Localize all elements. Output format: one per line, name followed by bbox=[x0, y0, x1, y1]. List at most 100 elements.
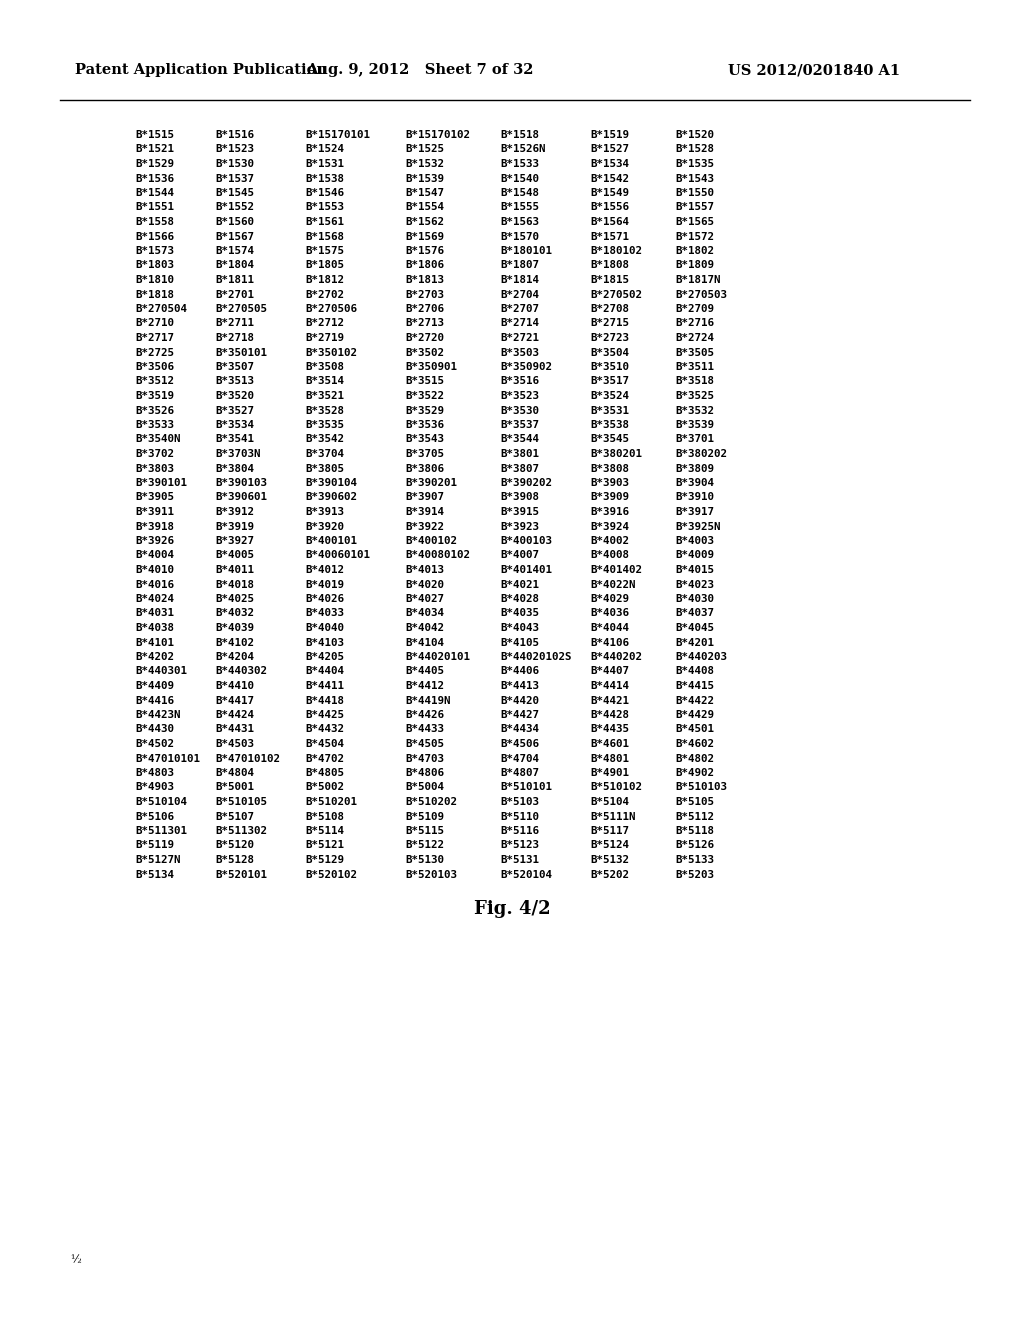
Text: B*2706: B*2706 bbox=[406, 304, 444, 314]
Text: B*510104: B*510104 bbox=[135, 797, 187, 807]
Text: B*1805: B*1805 bbox=[305, 260, 344, 271]
Text: B*3911: B*3911 bbox=[135, 507, 174, 517]
Text: B*3518: B*3518 bbox=[675, 376, 714, 387]
Text: B*4105: B*4105 bbox=[500, 638, 539, 648]
Text: B*1536: B*1536 bbox=[135, 173, 174, 183]
Text: B*350902: B*350902 bbox=[500, 362, 552, 372]
Text: B*4101: B*4101 bbox=[135, 638, 174, 648]
Text: B*3528: B*3528 bbox=[305, 405, 344, 416]
Text: B*4427: B*4427 bbox=[500, 710, 539, 719]
Text: B*4011: B*4011 bbox=[215, 565, 254, 576]
Text: B*1543: B*1543 bbox=[675, 173, 714, 183]
Text: B*1540: B*1540 bbox=[500, 173, 539, 183]
Text: B*4901: B*4901 bbox=[590, 768, 629, 777]
Text: B*3917: B*3917 bbox=[675, 507, 714, 517]
Text: B*5127N: B*5127N bbox=[135, 855, 180, 865]
Text: B*4018: B*4018 bbox=[215, 579, 254, 590]
Text: B*1813: B*1813 bbox=[406, 275, 444, 285]
Text: B*3524: B*3524 bbox=[590, 391, 629, 401]
Text: B*3508: B*3508 bbox=[305, 362, 344, 372]
Text: B*4435: B*4435 bbox=[590, 725, 629, 734]
Text: B*4015: B*4015 bbox=[675, 565, 714, 576]
Text: B*4042: B*4042 bbox=[406, 623, 444, 634]
Text: B*4033: B*4033 bbox=[305, 609, 344, 619]
Text: B*400102: B*400102 bbox=[406, 536, 457, 546]
Text: B*4431: B*4431 bbox=[215, 725, 254, 734]
Text: B*1538: B*1538 bbox=[305, 173, 344, 183]
Text: B*390201: B*390201 bbox=[406, 478, 457, 488]
Text: B*4102: B*4102 bbox=[215, 638, 254, 648]
Text: B*510103: B*510103 bbox=[675, 783, 727, 792]
Text: B*3510: B*3510 bbox=[590, 362, 629, 372]
Text: B*5115: B*5115 bbox=[406, 826, 444, 836]
Text: B*5123: B*5123 bbox=[500, 841, 539, 850]
Text: B*4004: B*4004 bbox=[135, 550, 174, 561]
Text: B*4433: B*4433 bbox=[406, 725, 444, 734]
Text: B*4039: B*4039 bbox=[215, 623, 254, 634]
Text: B*3513: B*3513 bbox=[215, 376, 254, 387]
Text: B*511302: B*511302 bbox=[215, 826, 267, 836]
Text: B*3704: B*3704 bbox=[305, 449, 344, 459]
Text: B*4504: B*4504 bbox=[305, 739, 344, 748]
Text: B*4417: B*4417 bbox=[215, 696, 254, 705]
Text: B*1557: B*1557 bbox=[675, 202, 714, 213]
Text: B*3925N: B*3925N bbox=[675, 521, 721, 532]
Text: B*2704: B*2704 bbox=[500, 289, 539, 300]
Text: B*5126: B*5126 bbox=[675, 841, 714, 850]
Text: B*4704: B*4704 bbox=[500, 754, 539, 763]
Text: B*4031: B*4031 bbox=[135, 609, 174, 619]
Text: B*4021: B*4021 bbox=[500, 579, 539, 590]
Text: B*3806: B*3806 bbox=[406, 463, 444, 474]
Text: B*4421: B*4421 bbox=[590, 696, 629, 705]
Text: B*3702: B*3702 bbox=[135, 449, 174, 459]
Text: B*350901: B*350901 bbox=[406, 362, 457, 372]
Text: B*40060101: B*40060101 bbox=[305, 550, 370, 561]
Text: B*44020101: B*44020101 bbox=[406, 652, 470, 663]
Text: B*4027: B*4027 bbox=[406, 594, 444, 605]
Text: B*3532: B*3532 bbox=[675, 405, 714, 416]
Text: B*4104: B*4104 bbox=[406, 638, 444, 648]
Text: B*511301: B*511301 bbox=[135, 826, 187, 836]
Text: B*2715: B*2715 bbox=[590, 318, 629, 329]
Text: B*4005: B*4005 bbox=[215, 550, 254, 561]
Text: B*1803: B*1803 bbox=[135, 260, 174, 271]
Text: B*520101: B*520101 bbox=[215, 870, 267, 879]
Text: Aug. 9, 2012   Sheet 7 of 32: Aug. 9, 2012 Sheet 7 of 32 bbox=[306, 63, 534, 77]
Text: B*350102: B*350102 bbox=[305, 347, 357, 358]
Text: B*3809: B*3809 bbox=[675, 463, 714, 474]
Text: B*4013: B*4013 bbox=[406, 565, 444, 576]
Text: B*4902: B*4902 bbox=[675, 768, 714, 777]
Text: B*2703: B*2703 bbox=[406, 289, 444, 300]
Text: B*1568: B*1568 bbox=[305, 231, 344, 242]
Text: B*1567: B*1567 bbox=[215, 231, 254, 242]
Text: B*2713: B*2713 bbox=[406, 318, 444, 329]
Text: B*5111N: B*5111N bbox=[590, 812, 636, 821]
Text: B*3503: B*3503 bbox=[500, 347, 539, 358]
Text: B*4413: B*4413 bbox=[500, 681, 539, 690]
Text: B*270503: B*270503 bbox=[675, 289, 727, 300]
Text: B*4028: B*4028 bbox=[500, 594, 539, 605]
Text: B*3805: B*3805 bbox=[305, 463, 344, 474]
Text: B*3916: B*3916 bbox=[590, 507, 629, 517]
Text: B*2724: B*2724 bbox=[675, 333, 714, 343]
Text: B*440203: B*440203 bbox=[675, 652, 727, 663]
Text: B*1539: B*1539 bbox=[406, 173, 444, 183]
Text: B*350101: B*350101 bbox=[215, 347, 267, 358]
Text: B*3804: B*3804 bbox=[215, 463, 254, 474]
Text: B*3521: B*3521 bbox=[305, 391, 344, 401]
Text: B*3705: B*3705 bbox=[406, 449, 444, 459]
Text: B*5108: B*5108 bbox=[305, 812, 344, 821]
Text: B*3533: B*3533 bbox=[135, 420, 174, 430]
Text: B*390601: B*390601 bbox=[215, 492, 267, 503]
Text: B*5132: B*5132 bbox=[590, 855, 629, 865]
Text: B*1573: B*1573 bbox=[135, 246, 174, 256]
Text: B*510102: B*510102 bbox=[590, 783, 642, 792]
Text: B*5119: B*5119 bbox=[135, 841, 174, 850]
Text: B*3803: B*3803 bbox=[135, 463, 174, 474]
Text: B*1809: B*1809 bbox=[675, 260, 714, 271]
Text: B*4045: B*4045 bbox=[675, 623, 714, 634]
Text: B*3525: B*3525 bbox=[675, 391, 714, 401]
Text: B*4805: B*4805 bbox=[305, 768, 344, 777]
Text: B*5107: B*5107 bbox=[215, 812, 254, 821]
Text: B*4022N: B*4022N bbox=[590, 579, 636, 590]
